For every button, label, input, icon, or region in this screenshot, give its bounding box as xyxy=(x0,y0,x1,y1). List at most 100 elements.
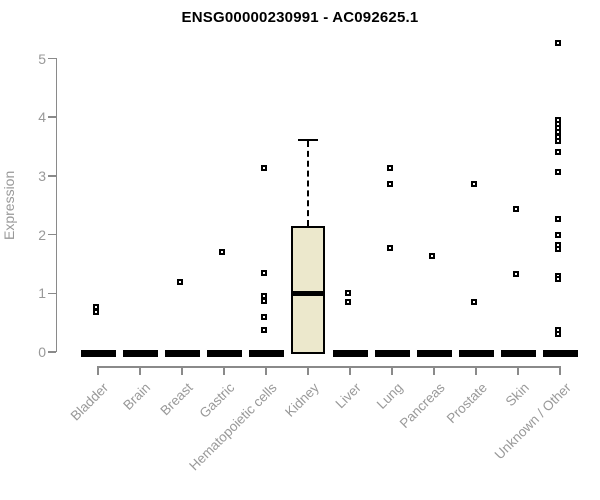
outlier-point-center xyxy=(557,329,559,332)
x-axis-label: Prostate xyxy=(443,380,490,427)
outlier-point xyxy=(93,304,99,311)
boxplot-zero-bar xyxy=(416,350,452,357)
outlier-point xyxy=(261,270,267,277)
outlier-point-center xyxy=(557,248,559,251)
outlier-point xyxy=(555,216,561,223)
x-axis-line xyxy=(98,366,561,368)
x-axis-label: Breast xyxy=(157,380,196,419)
outlier-point xyxy=(555,246,561,253)
y-tick xyxy=(48,292,56,295)
outlier-point-center xyxy=(347,300,349,303)
outlier-point xyxy=(555,117,561,124)
x-axis-label: Skin xyxy=(502,380,532,410)
outlier-point-center xyxy=(557,243,559,246)
x-tick xyxy=(181,366,183,375)
y-tick-label: 3 xyxy=(38,167,46,184)
outlier-point-center xyxy=(557,218,559,221)
outlier-point xyxy=(555,168,561,175)
outlier-point-center xyxy=(263,167,265,170)
outlier-point xyxy=(555,232,561,239)
y-tick-label: 2 xyxy=(38,226,46,243)
x-tick xyxy=(307,366,309,375)
boxplot-zero-bar xyxy=(458,350,494,357)
outlier-point-center xyxy=(557,135,559,138)
x-tick xyxy=(265,366,267,375)
outlier-point-center xyxy=(473,301,475,304)
outlier-point xyxy=(261,165,267,172)
boxplot-zero-bar xyxy=(500,350,536,357)
boxplot-zero-bar xyxy=(374,350,410,357)
y-tick-label: 5 xyxy=(38,50,46,67)
chart-title: ENSG00000230991 - AC092625.1 xyxy=(181,9,419,26)
outlier-point-center xyxy=(431,255,433,258)
outlier-point xyxy=(555,40,561,47)
outlier-point xyxy=(261,326,267,333)
outlier-point-center xyxy=(389,246,391,249)
outlier-point-center xyxy=(389,183,391,186)
outlier-point-center xyxy=(473,182,475,185)
outlier-point xyxy=(387,181,393,188)
y-tick xyxy=(48,175,56,177)
boxplot-whisker xyxy=(307,140,309,226)
y-tick-label: 1 xyxy=(38,285,46,302)
outlier-point-center xyxy=(557,333,559,336)
x-axis-label: Brain xyxy=(120,380,154,413)
outlier-point xyxy=(555,331,561,338)
outlier-point-center xyxy=(557,170,559,173)
outlier-point-center xyxy=(179,280,181,283)
x-axis-label: Pancreas xyxy=(396,380,448,431)
outlier-point xyxy=(387,244,393,251)
x-axis-label: Unknown / Other xyxy=(491,380,574,463)
outlier-point xyxy=(177,278,183,285)
outlier-point xyxy=(555,241,561,248)
y-tick-label: 4 xyxy=(38,109,46,126)
x-tick xyxy=(475,366,477,375)
boxplot-zero-bar xyxy=(206,350,242,357)
outlier-point-center xyxy=(557,123,559,126)
x-tick xyxy=(349,366,351,375)
outlier-point xyxy=(555,133,561,140)
x-axis-label: Bladder xyxy=(68,380,112,424)
y-tick xyxy=(48,351,56,353)
boxplot-zero-bar xyxy=(248,350,284,357)
outlier-point-center xyxy=(263,299,265,302)
outlier-point-center xyxy=(515,208,517,211)
boxplot-zero-bar xyxy=(122,350,158,357)
outlier-point xyxy=(555,129,561,136)
outlier-point-center xyxy=(557,131,559,134)
x-tick xyxy=(139,366,141,375)
outlier-point-center xyxy=(263,272,265,275)
x-axis-label: Kidney xyxy=(281,380,322,420)
boxplot-zero-bar xyxy=(542,350,578,357)
outlier-point xyxy=(555,121,561,128)
x-axis-label: Gastric xyxy=(196,380,238,421)
outlier-point xyxy=(513,270,519,277)
boxplot-whisker-cap xyxy=(298,138,318,141)
boxplot-zero-bar xyxy=(332,350,368,357)
outlier-point xyxy=(555,275,561,282)
outlier-point xyxy=(555,327,561,334)
x-axis-label: Liver xyxy=(332,380,364,412)
outlier-point xyxy=(471,299,477,306)
outlier-point-center xyxy=(557,151,559,154)
boxplot-zero-bar xyxy=(164,350,200,357)
outlier-point xyxy=(93,309,99,316)
boxplot-zero-bar xyxy=(80,350,116,357)
outlier-point-center xyxy=(389,167,391,170)
outlier-point xyxy=(429,253,435,260)
y-tick xyxy=(48,233,56,236)
outlier-point-center xyxy=(515,272,517,275)
outlier-point xyxy=(261,293,267,300)
x-tick xyxy=(223,366,225,375)
y-tick xyxy=(48,116,56,118)
outlier-point-center xyxy=(347,292,349,295)
x-tick xyxy=(97,366,99,375)
outlier-point-center xyxy=(557,42,559,45)
outlier-point-center xyxy=(557,234,559,237)
y-tick xyxy=(48,57,56,60)
y-axis-title: Expression xyxy=(1,170,17,240)
y-axis-line xyxy=(55,58,57,352)
outlier-point xyxy=(345,298,351,305)
outlier-point xyxy=(555,137,561,144)
